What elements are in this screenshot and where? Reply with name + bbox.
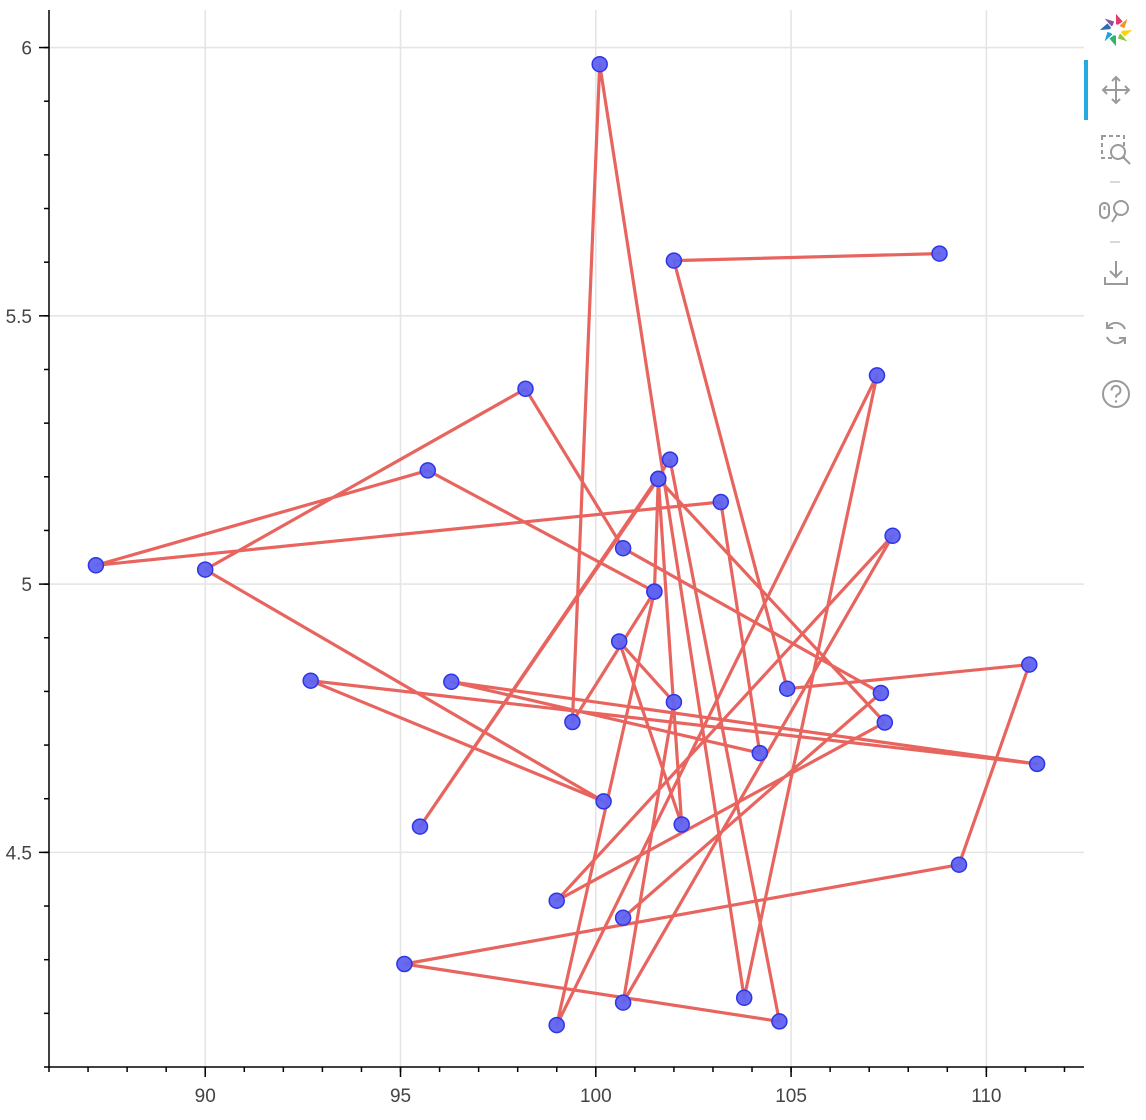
save-icon[interactable]	[1098, 255, 1134, 291]
data-point-20[interactable]	[868, 367, 886, 384]
series-line	[94, 62, 1039, 1027]
data-point-25[interactable]	[419, 462, 437, 479]
data-point-15[interactable]	[548, 892, 565, 909]
data-point-5[interactable]	[396, 955, 413, 973]
data-point-37[interactable]	[614, 909, 632, 927]
series-line-0	[94, 62, 1039, 1027]
x-tick-labels: 90 95 100 105 110	[195, 1086, 1002, 1107]
data-point-22[interactable]	[591, 55, 608, 73]
data-point-24[interactable]	[646, 583, 663, 600]
data-point-35[interactable]	[614, 539, 632, 557]
y-tick-label-1: 5	[21, 575, 32, 596]
data-point-34[interactable]	[517, 380, 534, 398]
data-point-2[interactable]	[778, 680, 796, 697]
series-markers	[87, 55, 1046, 1034]
data-point-19[interactable]	[548, 1016, 565, 1034]
axes	[39, 10, 1084, 1077]
data-point-32[interactable]	[595, 793, 612, 810]
active-tool-indicator	[1084, 60, 1088, 120]
wheel-zoom-icon[interactable]	[1098, 193, 1134, 229]
data-point-1[interactable]	[665, 252, 683, 269]
data-point-26[interactable]	[87, 557, 105, 574]
bokeh-logo-icon[interactable]	[1098, 12, 1134, 48]
data-point-36[interactable]	[872, 684, 890, 702]
grid	[49, 10, 1084, 1067]
data-point-29[interactable]	[443, 673, 460, 691]
toolbar-separator	[1110, 181, 1120, 183]
data-point-3[interactable]	[1021, 656, 1038, 673]
x-tick-label-3: 105	[775, 1086, 807, 1107]
data-point-21[interactable]	[735, 989, 753, 1007]
data-point-17[interactable]	[650, 470, 667, 488]
data-point-8[interactable]	[411, 818, 429, 835]
data-point-33[interactable]	[196, 561, 214, 578]
y-tick-label-3: 6	[21, 39, 32, 60]
data-point-16[interactable]	[876, 714, 894, 731]
y-tick-label-2: 5.5	[6, 307, 32, 328]
data-point-10[interactable]	[673, 816, 690, 833]
data-point-27[interactable]	[712, 493, 730, 511]
data-point-23[interactable]	[564, 713, 581, 731]
box-zoom-icon[interactable]	[1098, 132, 1134, 168]
toolbar-separator	[1110, 241, 1120, 243]
data-point-0[interactable]	[931, 245, 948, 262]
x-tick-label-4: 110	[971, 1086, 1001, 1107]
y-tick-label-0: 4.5	[6, 843, 32, 864]
data-point-4[interactable]	[950, 856, 968, 873]
y-tick-labels: 4.5 5 5.5 6	[6, 39, 32, 865]
pan-icon[interactable]	[1098, 72, 1134, 108]
data-point-6[interactable]	[771, 1013, 788, 1030]
data-point-7[interactable]	[661, 451, 679, 468]
data-point-11[interactable]	[610, 633, 628, 650]
data-point-28[interactable]	[751, 744, 769, 762]
data-point-31[interactable]	[302, 672, 319, 689]
data-point-30[interactable]	[1028, 755, 1046, 773]
x-tick-label-1: 95	[390, 1086, 411, 1107]
x-tick-label-0: 90	[195, 1086, 216, 1107]
reset-icon[interactable]	[1098, 315, 1134, 351]
data-point-14[interactable]	[884, 527, 901, 545]
help-icon[interactable]	[1098, 376, 1134, 412]
data-point-12[interactable]	[665, 693, 683, 711]
toolbar	[1084, 0, 1146, 440]
x-tick-label-2: 100	[580, 1086, 612, 1107]
data-point-13[interactable]	[614, 994, 632, 1011]
